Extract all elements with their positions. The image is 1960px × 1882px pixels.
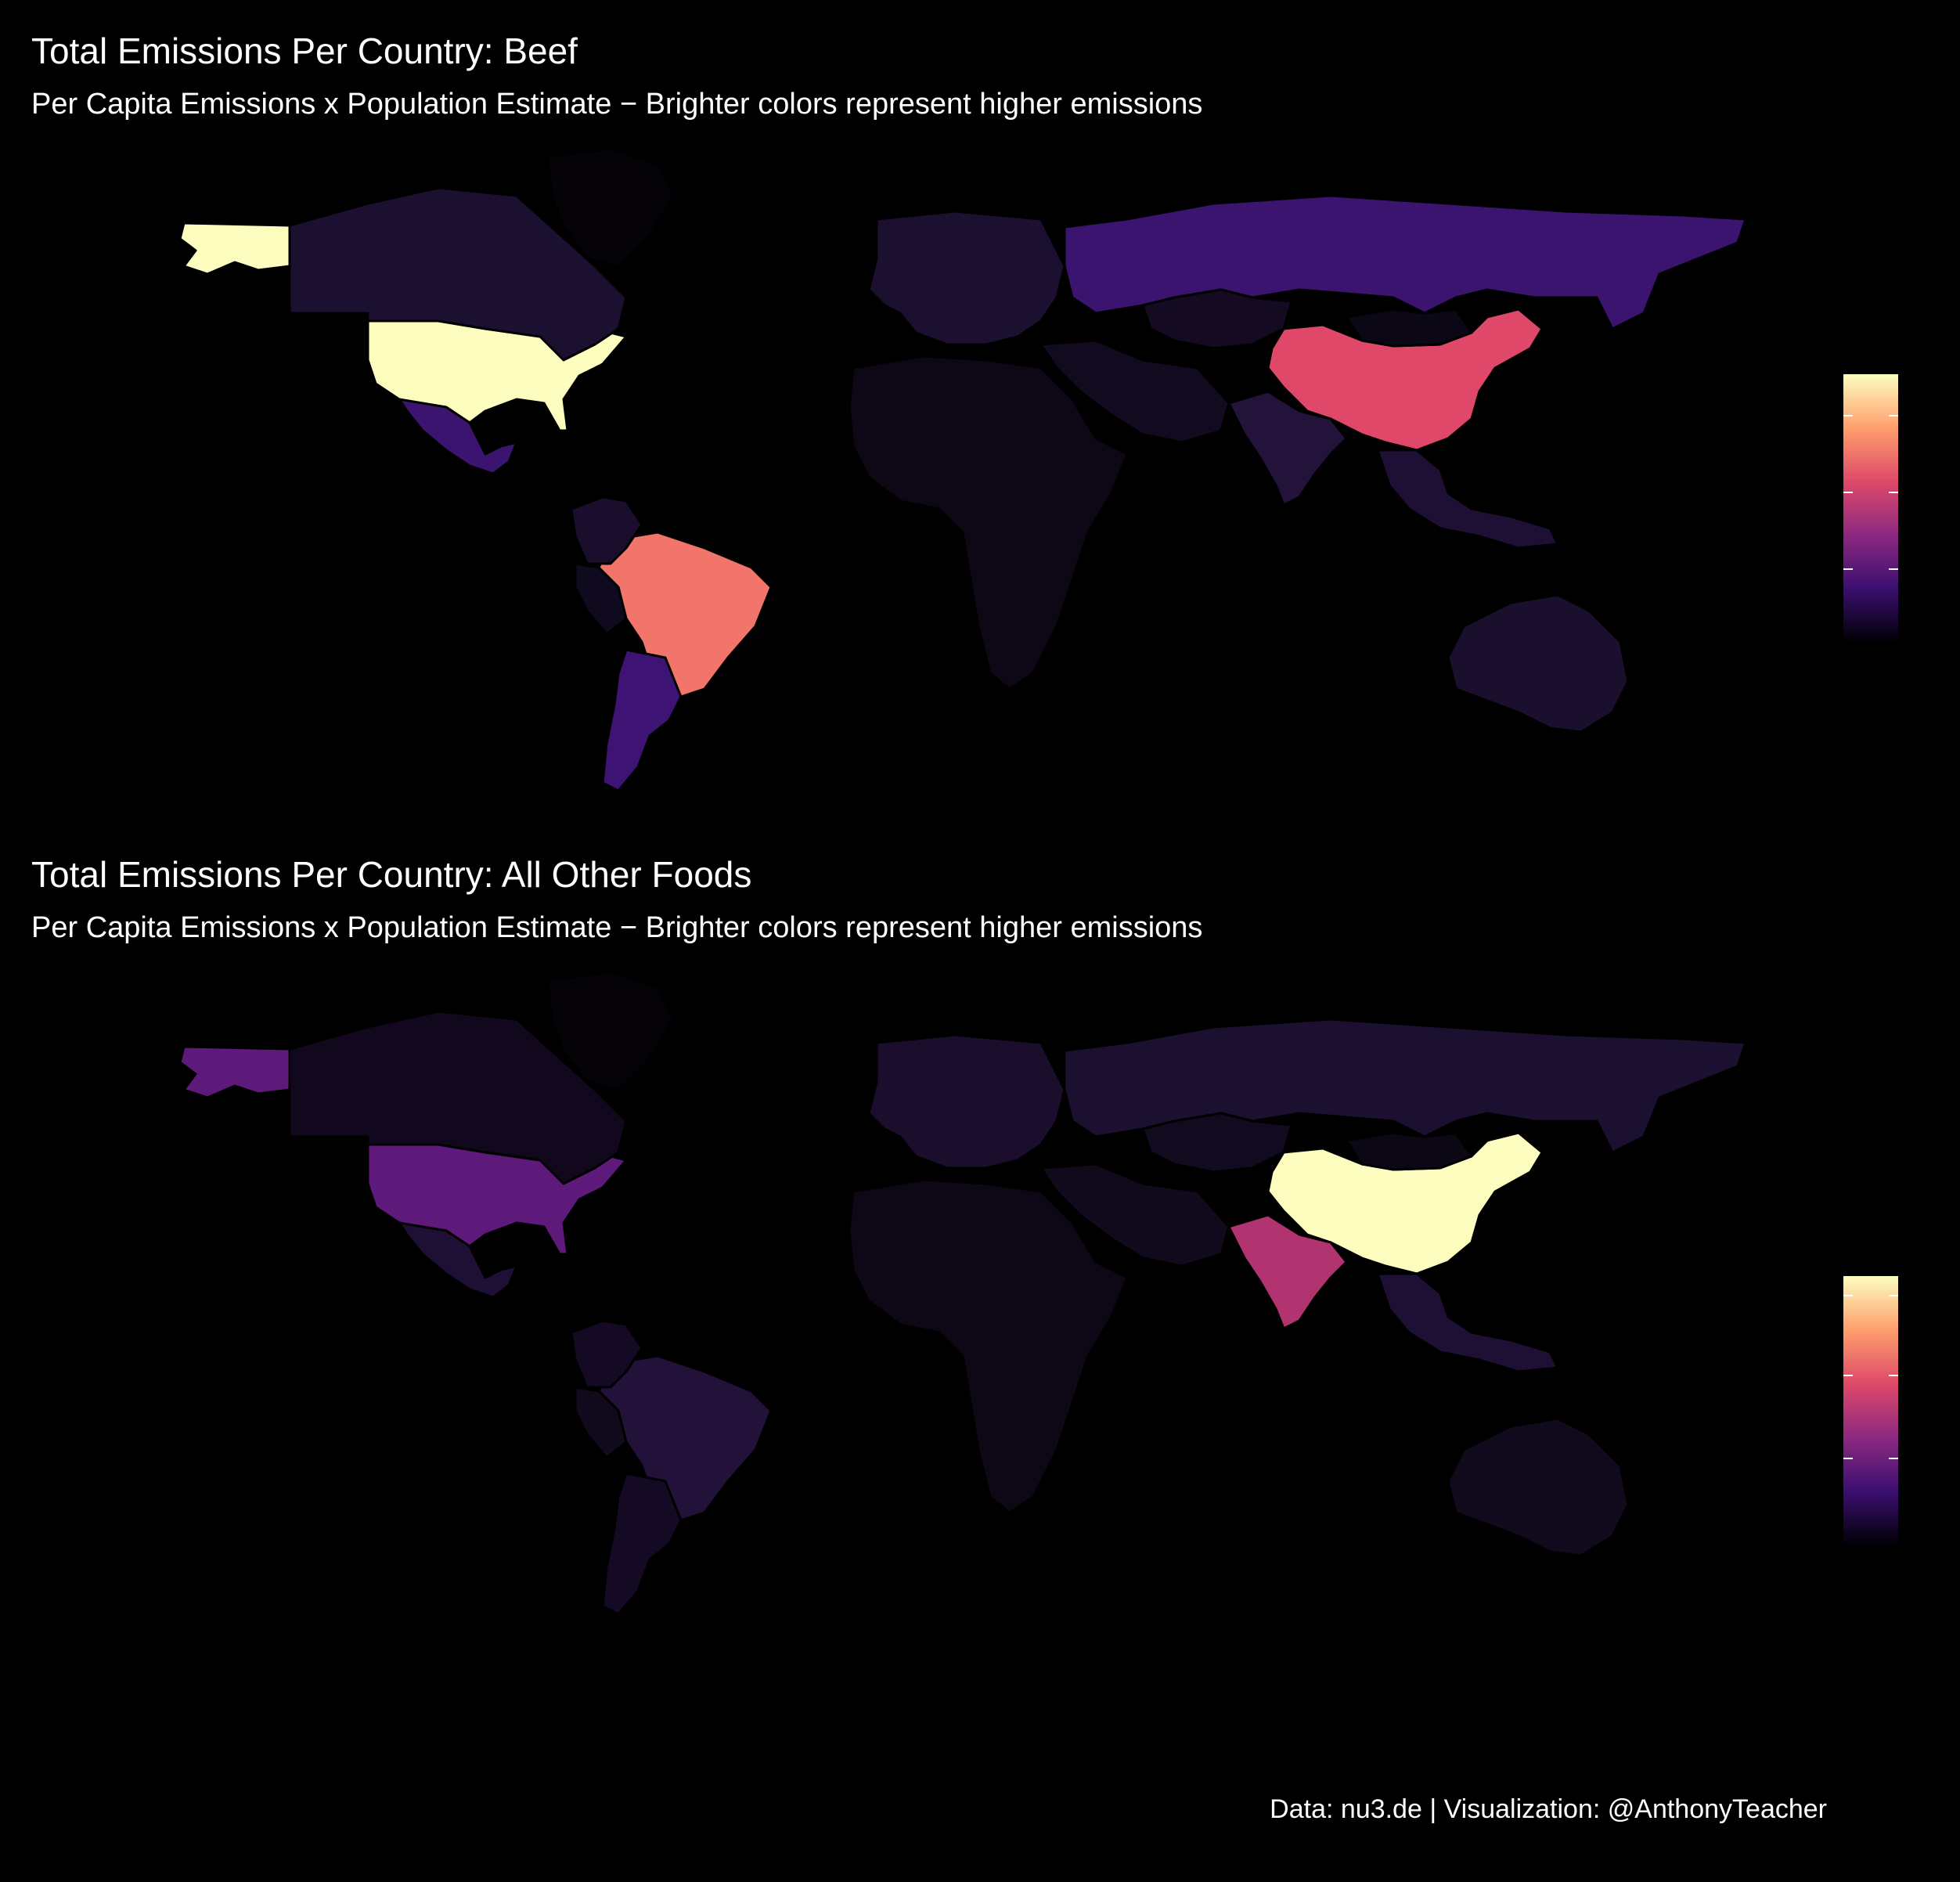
legend-tick — [1889, 1458, 1898, 1459]
country-mexico — [398, 1221, 518, 1299]
legend-tick — [1843, 492, 1853, 493]
panel-subtitle: Per Capita Emissions x Population Estima… — [31, 911, 1203, 944]
country-europe — [867, 210, 1066, 346]
country-africa — [848, 355, 1129, 690]
legend-tick — [1843, 1295, 1853, 1296]
country-colombia — [570, 496, 643, 565]
country-mongolia — [1345, 308, 1473, 348]
country-kazakhstan — [1141, 288, 1293, 350]
country-mongolia — [1345, 1131, 1473, 1171]
panel-subtitle: Per Capita Emissions x Population Estima… — [31, 88, 1203, 121]
legend-tick — [1843, 415, 1853, 416]
country-europe — [867, 1033, 1066, 1170]
legend-tick — [1889, 1295, 1898, 1296]
source-caption: Data: nu3.de | Visualization: @AnthonyTe… — [1270, 1794, 1827, 1824]
legend-gradient — [1843, 374, 1898, 642]
panel-other-foods: Total Emissions Per Country: All Other F… — [0, 824, 1960, 1724]
country-mexico — [398, 398, 518, 475]
panel-beef: Total Emissions Per Country: Beef Per Ca… — [0, 0, 1960, 814]
country-alaska — [178, 1045, 291, 1099]
panel-title: Total Emissions Per Country: Beef — [31, 31, 578, 71]
color-legend — [1843, 374, 1898, 642]
country-canada — [288, 1010, 628, 1185]
country-australia — [1447, 593, 1630, 734]
country-peru — [574, 1386, 628, 1459]
legend-gradient — [1843, 1276, 1898, 1545]
country-southeast-asia — [1376, 1272, 1559, 1373]
legend-tick — [1843, 1458, 1853, 1459]
country-middle-east — [1039, 339, 1230, 444]
country-greenland — [546, 147, 675, 268]
country-canada — [288, 186, 628, 362]
country-africa — [848, 1178, 1129, 1514]
country-colombia — [570, 1319, 643, 1389]
legend-tick — [1889, 492, 1898, 493]
country-india — [1227, 1213, 1348, 1330]
color-legend — [1843, 1276, 1898, 1545]
legend-tick — [1843, 1375, 1853, 1376]
legend-tick — [1843, 568, 1853, 570]
country-alaska — [178, 222, 291, 276]
country-kazakhstan — [1141, 1112, 1293, 1174]
country-australia — [1447, 1417, 1630, 1557]
legend-tick — [1889, 568, 1898, 570]
world-map-other-foods — [178, 971, 1747, 1616]
legend-tick — [1889, 415, 1898, 416]
country-middle-east — [1039, 1163, 1230, 1267]
country-greenland — [546, 971, 675, 1091]
country-peru — [574, 562, 628, 636]
country-india — [1227, 390, 1348, 507]
panel-title: Total Emissions Per Country: All Other F… — [31, 854, 752, 895]
country-argentina — [601, 1472, 683, 1616]
country-argentina — [601, 648, 683, 792]
world-map-beef — [178, 147, 1747, 792]
legend-tick — [1889, 1375, 1898, 1376]
country-southeast-asia — [1376, 449, 1559, 550]
